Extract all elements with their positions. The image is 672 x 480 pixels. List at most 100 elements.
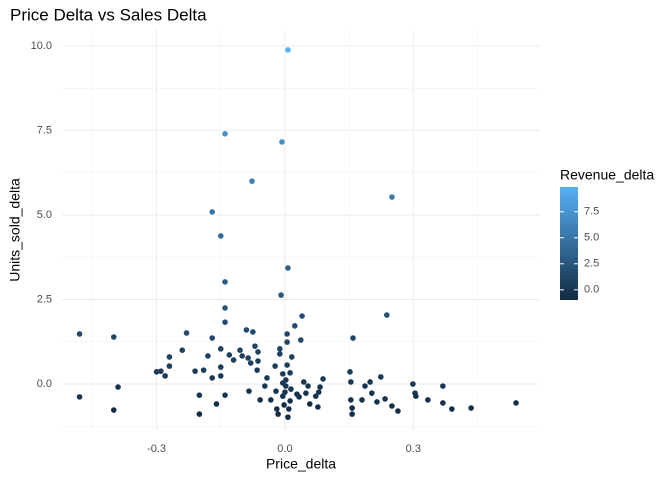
point [217,373,224,379]
point [315,389,322,395]
point [209,209,216,215]
point [347,369,353,375]
point [254,367,260,373]
point [246,388,252,394]
point [257,397,263,403]
point [162,373,168,379]
point [287,398,293,404]
point [264,375,270,381]
point [243,327,250,333]
y-tick-label: 10.0 [31,40,52,52]
point [282,389,288,395]
legend-tick-label: 2.5 [584,258,599,270]
point [209,375,216,381]
point [285,47,291,53]
x-tick-label: 0.3 [406,443,421,455]
point [315,404,321,410]
point [272,363,278,369]
point [349,405,355,411]
point [300,379,307,385]
point [286,406,292,412]
point [389,403,395,409]
y-tick-label: 5.0 [37,209,52,221]
point [378,374,384,380]
point [213,401,220,407]
point [468,405,474,411]
point [166,354,173,360]
point [440,383,446,389]
point [222,392,228,398]
point [285,414,291,420]
point [268,397,274,403]
chart-title: Price Delta vs Sales Delta [10,5,207,24]
point [413,393,419,399]
point [110,407,117,413]
point [281,402,287,408]
point [230,357,237,363]
point [239,353,245,359]
point [115,384,121,390]
point [287,370,293,376]
point [277,351,283,357]
point [153,369,160,375]
point [359,397,365,403]
point [312,393,319,399]
point [76,331,83,337]
point [275,411,281,417]
point [348,379,354,385]
point [284,331,290,337]
point [283,377,289,383]
point [296,394,302,400]
point [440,400,446,406]
x-axis-title: Price_delta [266,456,336,472]
y-tick-label: 0.0 [37,378,52,390]
point [285,265,291,271]
point [279,139,285,145]
y-axis-title: Units_sold_delta [7,178,23,282]
point [262,383,268,389]
point [317,384,323,390]
point [247,360,254,366]
point [110,334,117,340]
point [283,383,289,389]
point [297,337,304,343]
point [395,408,401,414]
point [196,411,203,417]
point [389,194,395,200]
legend-tick-label: 7.5 [584,206,599,218]
point [369,390,375,396]
point [362,383,368,389]
point [320,376,326,382]
point [205,353,211,359]
point [192,368,198,374]
point [179,347,186,354]
point [222,305,228,311]
point [367,379,373,385]
point [252,343,258,349]
point [222,319,228,325]
point [245,355,251,361]
colorbar [560,187,578,300]
point [303,390,309,396]
point [76,394,83,400]
point [382,396,388,402]
point [350,335,356,341]
point [425,397,431,403]
point [348,397,354,403]
point [166,363,173,369]
x-tick-label: -0.3 [147,443,166,455]
point [277,346,283,352]
point [217,364,224,370]
point [384,312,390,318]
point [274,406,280,412]
point [288,386,294,392]
point [284,339,290,345]
point [374,399,380,405]
point [349,411,355,417]
point [255,358,261,364]
x-tick-label: 0.0 [277,443,292,455]
point [305,383,311,389]
y-tick-label: 2.5 [37,293,52,305]
point [222,131,228,137]
